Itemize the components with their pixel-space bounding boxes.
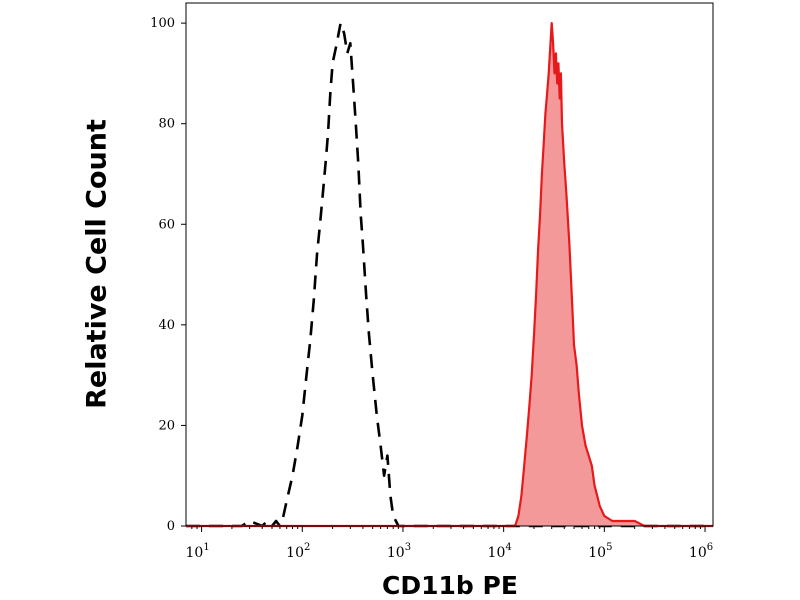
axes-layer xyxy=(185,2,714,527)
x-tick-label: 102 xyxy=(286,542,310,561)
y-ticks: 0 20 40 60 80 100 xyxy=(150,16,186,534)
stained-histogram-line xyxy=(186,22,713,528)
x-ticks: 101 102 103 104 105 106 xyxy=(185,526,713,561)
control-histogram-line xyxy=(186,21,713,528)
y-tick-label: 0 xyxy=(167,519,175,534)
y-tick-label: 100 xyxy=(150,16,175,31)
x-tick-label: 106 xyxy=(689,542,713,561)
stained-histogram-fill xyxy=(186,23,713,526)
x-tick-label: 103 xyxy=(387,542,411,561)
y-tick-label: 20 xyxy=(158,418,175,433)
plot-frame xyxy=(185,2,714,527)
x-tick-label: 105 xyxy=(588,542,612,561)
x-axis-label: CD11b PE xyxy=(382,571,518,600)
x-tick-label: 104 xyxy=(488,542,512,561)
y-tick-label: 60 xyxy=(158,217,175,232)
x-tick-label: 101 xyxy=(185,542,209,561)
y-tick-label: 40 xyxy=(158,318,175,333)
series-layer xyxy=(186,21,713,528)
y-tick-label: 80 xyxy=(158,117,175,132)
